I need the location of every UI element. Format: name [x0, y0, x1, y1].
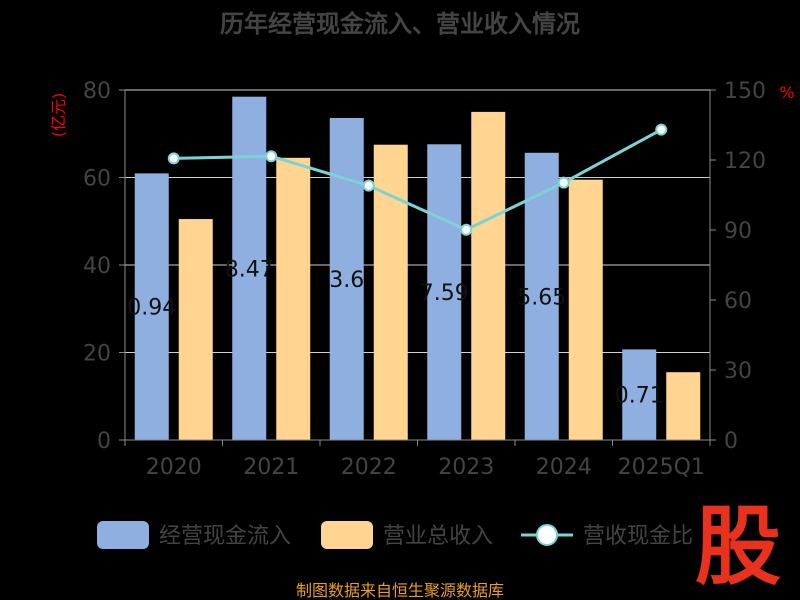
left-tick-label: 80: [83, 79, 111, 104]
ratio-point: [167, 152, 180, 165]
bar-revenue: [373, 144, 408, 440]
stock-logo-watermark: 股: [695, 500, 781, 592]
left-tick-label: 40: [83, 254, 111, 279]
bar-data-label: 3.6: [329, 268, 364, 293]
legend-swatch-0: [97, 521, 149, 549]
bar-cash-inflow: [524, 152, 559, 440]
bar-revenue: [568, 179, 603, 440]
bar-revenue: [276, 157, 311, 440]
gridlines: [125, 89, 710, 353]
axes: 0 20 40 60 80 0 30 60 90 120 150 2020 2021 2022 2023 20…: [83, 79, 766, 480]
left-axis-title: (亿元): [49, 93, 68, 138]
right-tick-label: 30: [724, 359, 752, 384]
legend-swatch-1: [321, 521, 373, 549]
left-tick-label: 60: [83, 167, 111, 192]
right-tick-label: 120: [724, 149, 766, 174]
legend-label: 营收现金比: [583, 524, 693, 549]
bar-cash-inflow: [134, 173, 169, 440]
right-tick-label: 60: [724, 289, 752, 314]
bar-cash-inflow: [427, 144, 462, 440]
legend-line-marker: [536, 524, 558, 546]
bar-revenue: [471, 111, 506, 440]
legend-label: 营业总收入: [383, 524, 493, 549]
bar-cash-inflow: [232, 96, 267, 440]
bar-series: [134, 96, 701, 440]
right-axis-title: %: [779, 83, 794, 102]
ratio-point: [557, 176, 570, 189]
bar-data-label: 0.94: [127, 296, 176, 321]
ratio-point: [655, 123, 668, 136]
bar-data-label: 5.65: [517, 285, 566, 310]
chart-title: 历年经营现金流入、营业收入情况: [220, 10, 580, 38]
bar-cash-inflow: [622, 349, 657, 440]
ratio-point: [265, 150, 278, 163]
line-series: [167, 123, 668, 236]
x-tick-label: 2020: [146, 455, 202, 480]
bar-data-label: 8.47: [225, 257, 274, 282]
data-labels: 0.94 8.47 3.6 7.59 5.65 0.71: [127, 257, 663, 408]
legend: 经营现金流入 营业总收入 营收现金比: [97, 521, 693, 549]
x-tick-label: 2024: [536, 455, 592, 480]
bar-cash-inflow: [329, 118, 364, 440]
left-tick-label: 20: [83, 342, 111, 367]
bar-data-label: 0.71: [615, 384, 664, 409]
right-tick-label: 150: [724, 79, 766, 104]
x-tick-label: 2023: [438, 455, 494, 480]
x-tick-label: 2022: [341, 455, 397, 480]
source-note: 制图数据来自恒生聚源数据库: [296, 581, 504, 600]
ratio-line: [173, 128, 662, 232]
right-tick-label: 0: [724, 429, 738, 454]
watermark-char: 股: [695, 500, 781, 592]
ratio-point: [362, 179, 375, 192]
ratio-point: [460, 223, 473, 236]
bar-data-label: 7.59: [420, 281, 469, 306]
bar-revenue: [666, 372, 701, 440]
x-tick-label: 2021: [243, 455, 299, 480]
legend-label: 经营现金流入: [159, 524, 291, 549]
bar-revenue: [178, 219, 213, 440]
x-tick-label: 2025Q1: [618, 455, 705, 480]
left-tick-label: 0: [97, 429, 111, 454]
right-tick-label: 90: [724, 219, 752, 244]
